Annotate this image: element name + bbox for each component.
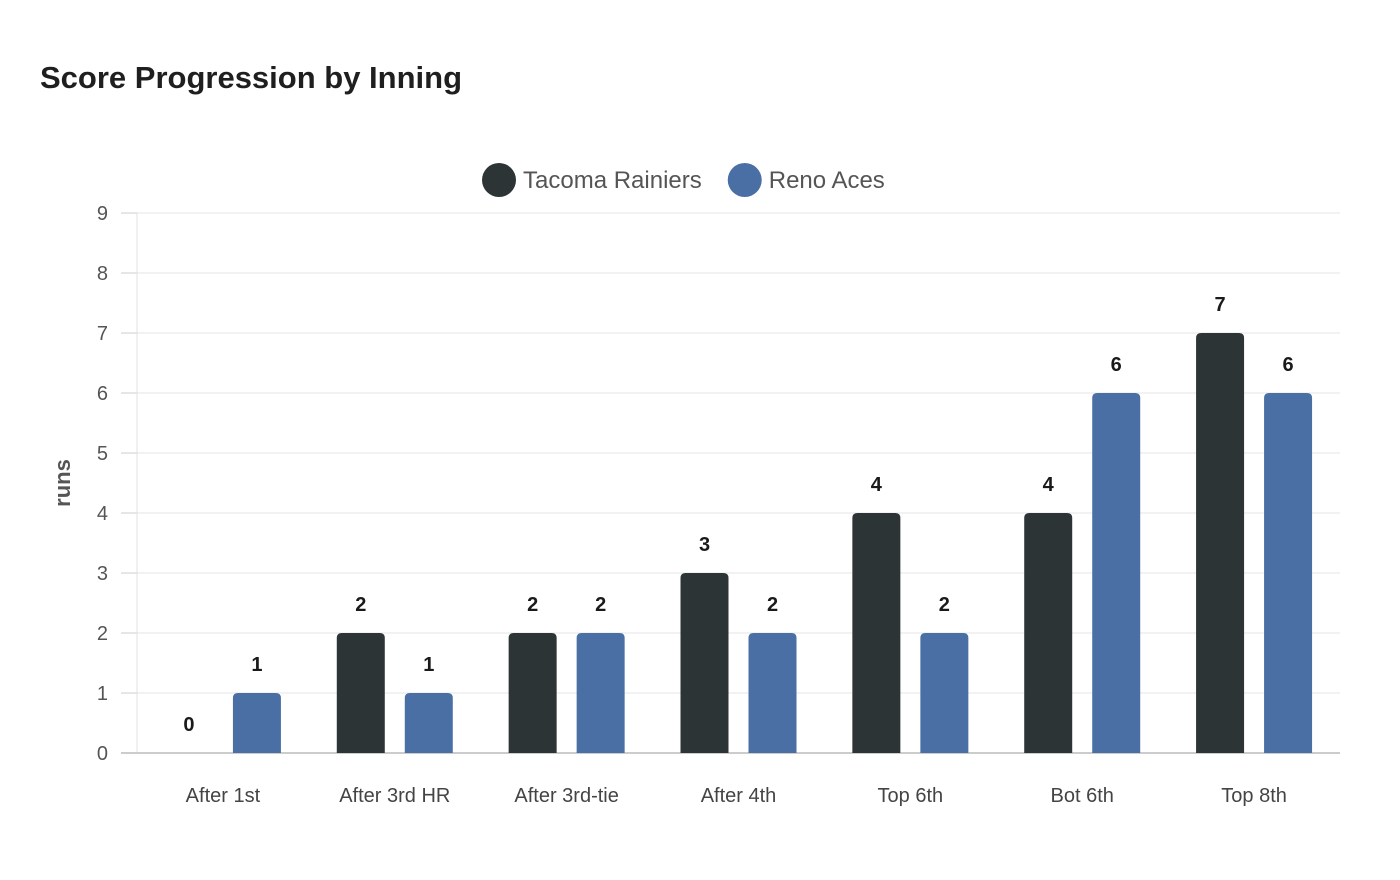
y-tick-label: 2 (97, 623, 108, 645)
y-tick-label: 0 (97, 743, 108, 765)
data-label: 6 (1283, 354, 1294, 376)
x-axis: After 1st After 3rd HR After 3rd-tie After … (121, 752, 1340, 807)
x-tick-label: Top 8th (1221, 785, 1287, 807)
y-tick-label: 1 (97, 683, 108, 705)
data-label: 2 (939, 594, 950, 616)
x-tick-label: Bot 6th (1051, 785, 1114, 807)
legend-label: Tacoma Rainiers (523, 167, 702, 194)
legend-label: Reno Aces (769, 167, 885, 194)
bar-reno-aces (920, 633, 969, 753)
y-tick-label: 9 (97, 203, 108, 225)
y-tick-label: 6 (97, 383, 108, 405)
legend-item: Tacoma Rainiers (482, 163, 702, 197)
x-tick-label: After 3rd HR (339, 785, 450, 807)
data-label: 2 (355, 594, 366, 616)
bar-reno-aces (576, 633, 625, 753)
data-label: 0 (183, 714, 194, 736)
x-tick-label: Top 6th (878, 785, 944, 807)
bar-reno-aces (1264, 393, 1313, 753)
bar-tacoma-rainiers (680, 573, 729, 753)
data-label: 4 (871, 474, 883, 496)
data-label: 2 (767, 594, 778, 616)
bar-tacoma-rainiers (1196, 333, 1245, 753)
y-axis: 0 1 2 3 4 5 6 7 8 9 (97, 203, 138, 765)
x-tick-label: After 4th (701, 785, 777, 807)
legend-swatch (482, 163, 516, 197)
data-label: 7 (1215, 294, 1226, 316)
bars (232, 333, 1313, 753)
legend: Tacoma Rainiers Reno Aces (482, 163, 885, 197)
y-tick-label: 4 (97, 503, 108, 525)
bar-tacoma-rainiers (1024, 513, 1073, 753)
gridlines (137, 212, 1340, 694)
data-label: 2 (527, 594, 538, 616)
data-label: 4 (1043, 474, 1055, 496)
x-tick-label: After 3rd-tie (514, 785, 618, 807)
y-axis-title: runs (50, 459, 75, 507)
bar-reno-aces (748, 633, 797, 753)
legend-swatch (727, 163, 762, 197)
y-tick-label: 5 (97, 443, 108, 465)
y-tick-label: 7 (97, 323, 108, 345)
legend-item: Reno Aces (727, 163, 885, 197)
bar-tacoma-rainiers (852, 513, 901, 753)
chart-title: Score Progression by Inning (40, 60, 463, 95)
y-tick-label: 8 (97, 263, 108, 285)
data-label: 1 (251, 654, 262, 676)
y-tick-label: 3 (97, 563, 108, 585)
bar-reno-aces (404, 693, 453, 753)
data-label: 1 (423, 654, 434, 676)
bar-reno-aces (1092, 393, 1141, 753)
bar-tacoma-rainiers (336, 633, 385, 753)
data-label: 2 (595, 594, 606, 616)
data-labels: 0 1 2 1 2 2 3 2 4 2 4 6 7 6 (183, 294, 1293, 736)
bar-tacoma-rainiers (508, 633, 557, 753)
x-tick-label: After 1st (186, 785, 261, 807)
data-label: 3 (699, 534, 710, 556)
bar-reno-aces (232, 693, 281, 753)
data-label: 6 (1111, 354, 1122, 376)
